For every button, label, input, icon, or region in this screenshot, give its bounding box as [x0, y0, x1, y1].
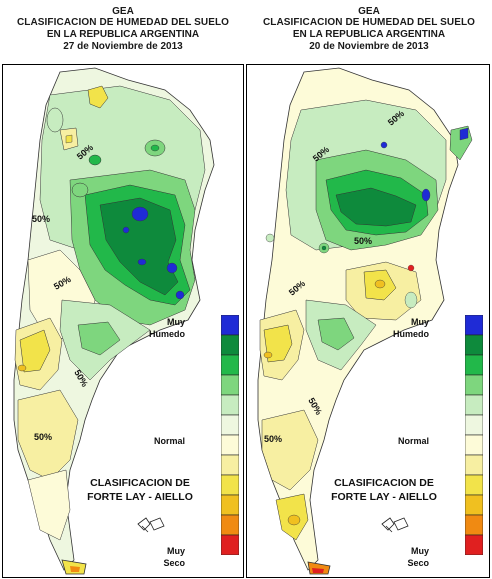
contour-label: 50% [264, 434, 282, 444]
legend-swatch [221, 374, 239, 396]
contour-label: 50% [354, 236, 372, 246]
legend-very-dry-label-1: Muy [411, 546, 429, 556]
map-title-line1: CLASIFICACION DE HUMEDAD DEL SUELO [16, 17, 230, 28]
map-title-line2: EN LA REPUBLICA ARGENTINA [292, 29, 446, 40]
legend-normal-label: Normal [397, 436, 429, 446]
map-frame [2, 64, 244, 578]
legend-swatch [221, 315, 239, 336]
map-frame [246, 64, 490, 578]
legend-swatch [221, 494, 239, 516]
legend-swatch [465, 315, 483, 336]
legend-very-dry-label-2: Seco [163, 558, 185, 568]
legend-swatch [465, 414, 483, 436]
classification-line2: FORTE LAY - AIELLO [331, 491, 437, 503]
legend-swatch [221, 354, 239, 376]
classification-line2: FORTE LAY - AIELLO [87, 491, 193, 503]
legend-swatch [465, 354, 483, 376]
legend-color-bar [465, 315, 483, 555]
legend-swatch [221, 534, 239, 555]
legend-swatch [465, 494, 483, 516]
malvinas-islands [381, 517, 409, 533]
legend-swatch [221, 474, 239, 496]
legend-swatch [465, 374, 483, 396]
legend-very-dry-label-1: Muy [167, 546, 185, 556]
classification-caption: CLASIFICACION DE FORTE LAY - AIELLO [314, 476, 454, 504]
map-panel-right: GEA CLASIFICACION DE HUMEDAD DEL SUELO E… [246, 0, 492, 579]
legend-very-wet-label-2: Humedo [149, 329, 185, 339]
org-title: GEA [112, 6, 134, 17]
legend-swatch [221, 394, 239, 416]
legend-very-wet-label-1: Muy [167, 317, 185, 327]
contour-label: 50% [34, 432, 52, 442]
map-panel-left: GEA CLASIFICACION DE HUMEDAD DEL SUELO E… [2, 6, 244, 578]
legend-swatch [465, 454, 483, 476]
legend-swatch [465, 394, 483, 416]
legend-swatch [221, 334, 239, 356]
map-date: 20 de Noviembre de 2013 [309, 41, 429, 52]
classification-line1: CLASIFICACION DE [90, 477, 190, 489]
legend-very-wet-label-2: Humedo [393, 329, 429, 339]
argentina-moisture-map: 50% 50% 50% 50% 50% 50% [257, 67, 473, 575]
legend-swatch [465, 534, 483, 555]
org-title: GEA [358, 6, 380, 17]
legend-very-wet-label-1: Muy [411, 317, 429, 327]
map-title-line2: EN LA REPUBLICA ARGENTINA [46, 29, 200, 40]
legend-swatch [465, 434, 483, 456]
malvinas-islands [137, 517, 165, 533]
legend-swatch [221, 514, 239, 536]
contour-label: 50% [32, 214, 50, 224]
legend-normal-label: Normal [153, 436, 185, 446]
legend-swatch [221, 414, 239, 436]
legend-swatch [465, 334, 483, 356]
classification-caption: CLASIFICACION DE FORTE LAY - AIELLO [70, 476, 210, 504]
argentina-moisture-map: 50% 50% 50% 50% 50% [13, 67, 215, 575]
legend-swatch [221, 434, 239, 456]
classification-line1: CLASIFICACION DE [334, 477, 434, 489]
legend-swatch [465, 514, 483, 536]
legend-swatch [221, 454, 239, 476]
legend-very-dry-label-2: Seco [407, 558, 429, 568]
map-title-line1: CLASIFICACION DE HUMEDAD DEL SUELO [262, 17, 476, 28]
legend-color-bar [221, 315, 239, 555]
map-date: 27 de Noviembre de 2013 [63, 41, 183, 52]
legend-swatch [465, 474, 483, 496]
